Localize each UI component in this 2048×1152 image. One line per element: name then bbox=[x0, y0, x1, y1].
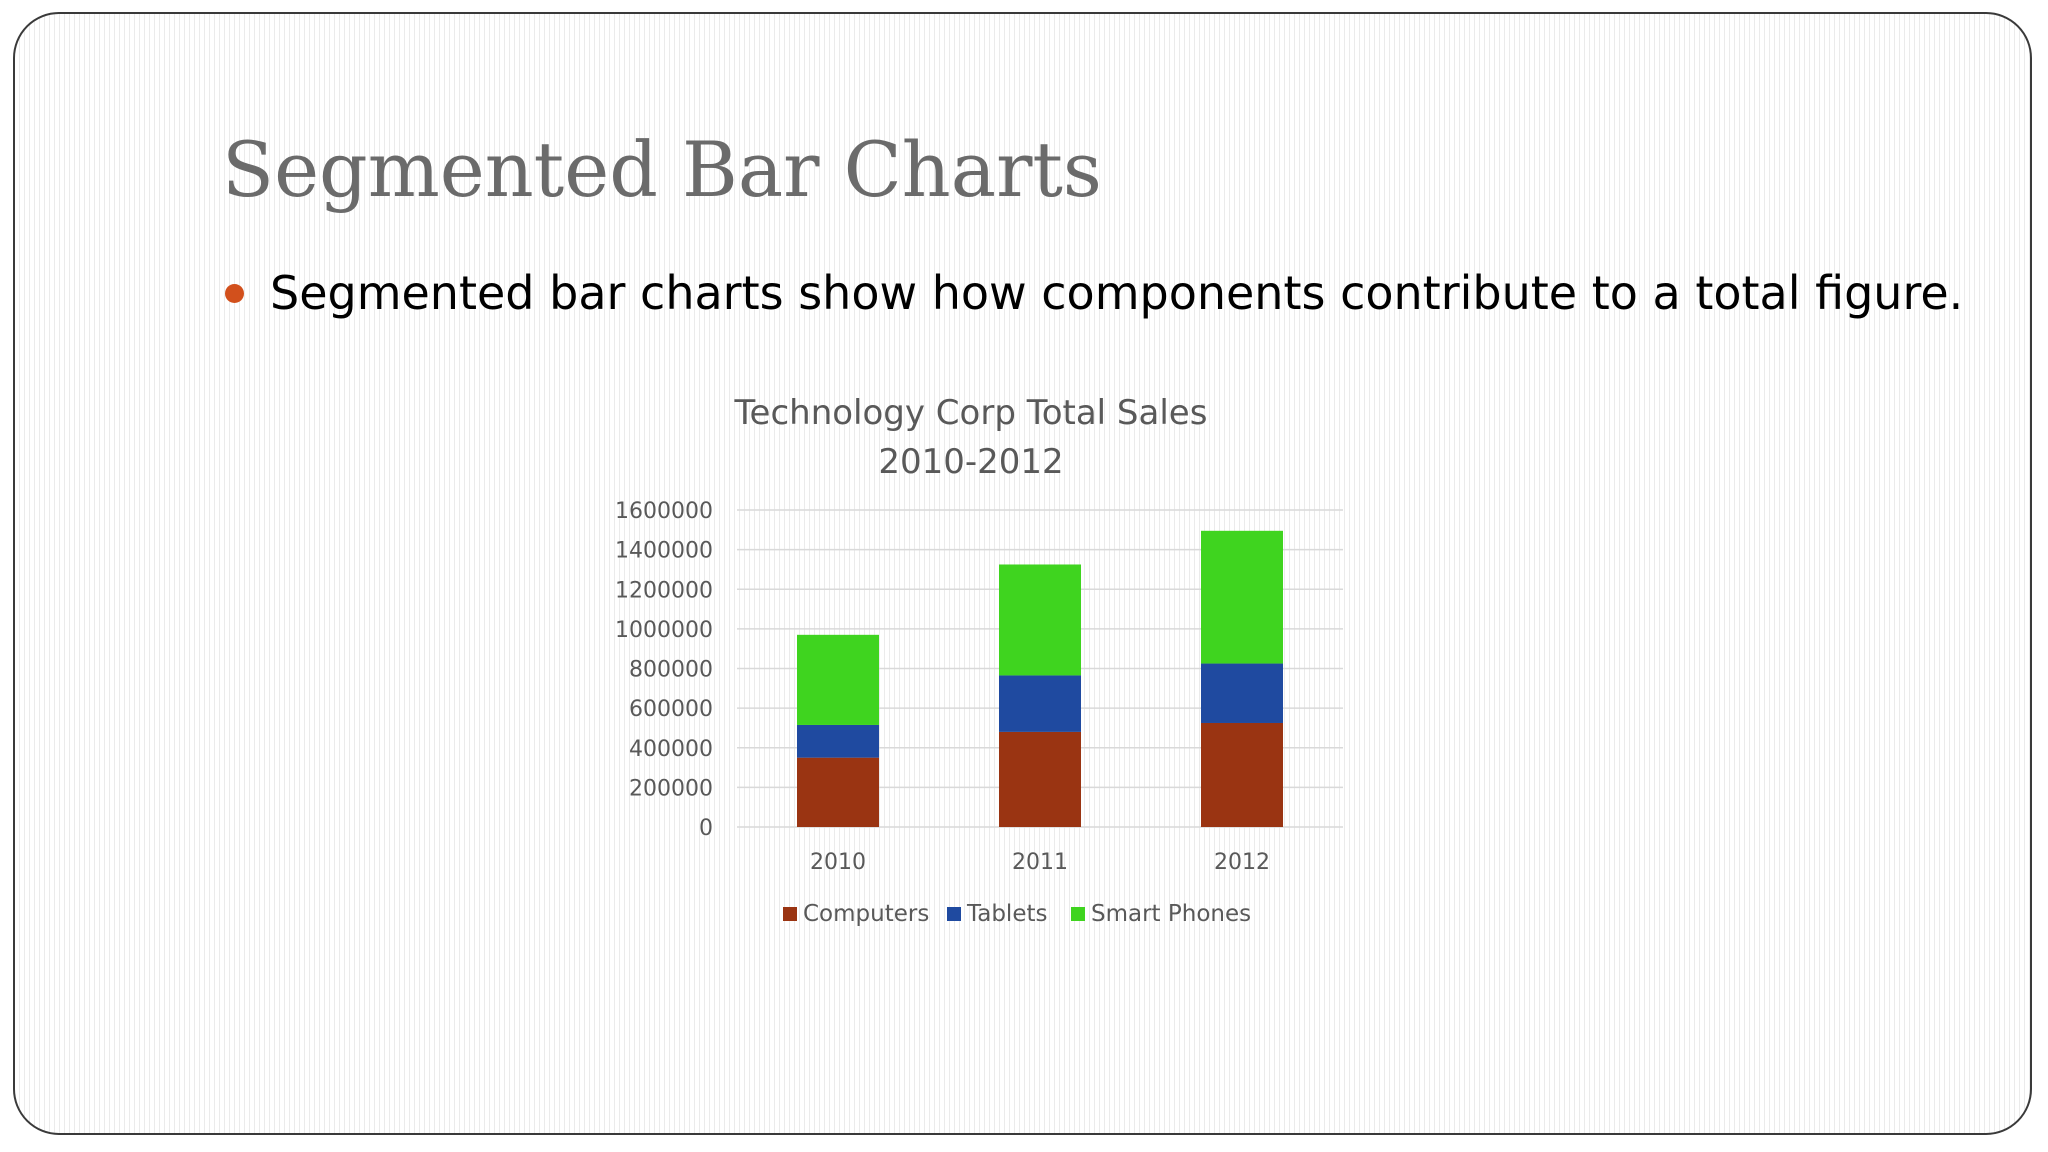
y-tick-label: 1600000 bbox=[615, 499, 713, 524]
x-tick-label: 2010 bbox=[810, 850, 866, 875]
slide: Segmented Bar Charts Segmented bar chart… bbox=[13, 12, 2032, 1135]
bullet-dot-icon bbox=[225, 283, 244, 303]
y-tick-label: 0 bbox=[699, 816, 713, 841]
y-tick-label: 1200000 bbox=[615, 578, 713, 603]
legend-swatch-smart-phones bbox=[1071, 907, 1085, 921]
bar-smart-phones-2011 bbox=[999, 564, 1081, 676]
x-tick-label: 2011 bbox=[1012, 850, 1068, 875]
bar-smart-phones-2012 bbox=[1201, 530, 1283, 664]
chart-subtitle: 2010-2012 bbox=[878, 442, 1063, 482]
bar-smart-phones-2010 bbox=[797, 634, 879, 725]
legend-label: Smart Phones bbox=[1091, 901, 1251, 927]
bullet-item: Segmented bar charts show how components… bbox=[225, 270, 1985, 316]
y-tick-label: 800000 bbox=[629, 658, 713, 683]
y-tick-label: 200000 bbox=[629, 776, 713, 801]
bar-tablets-2010 bbox=[797, 724, 879, 758]
y-tick-label: 1000000 bbox=[615, 618, 713, 643]
bar-computers-2010 bbox=[797, 757, 879, 827]
legend-label: Tablets bbox=[966, 901, 1047, 927]
x-tick-label: 2012 bbox=[1214, 850, 1270, 875]
legend-label: Computers bbox=[803, 901, 929, 927]
stacked-bar-chart: Technology Corp Total Sales 2010-2012 0 2… bbox=[615, 393, 1343, 927]
x-axis-ticks: 2010 2011 2012 bbox=[810, 850, 1270, 875]
y-tick-label: 400000 bbox=[629, 737, 713, 762]
legend-swatch-tablets bbox=[947, 907, 961, 921]
y-tick-label: 600000 bbox=[629, 697, 713, 722]
bar-tablets-2012 bbox=[1201, 663, 1283, 723]
bar-tablets-2011 bbox=[999, 675, 1081, 732]
chart-legend: Computers Tablets Smart Phones bbox=[783, 901, 1251, 927]
bullet-text: Segmented bar charts show how components… bbox=[270, 266, 1964, 320]
slide-title: Segmented Bar Charts bbox=[222, 125, 1102, 214]
bars bbox=[797, 530, 1283, 827]
legend-swatch-computers bbox=[783, 907, 797, 921]
y-axis-ticks: 0 200000 400000 600000 800000 1000000 1200000 1… bbox=[615, 499, 713, 841]
bar-computers-2011 bbox=[999, 731, 1081, 827]
bar-computers-2012 bbox=[1201, 722, 1283, 827]
y-tick-label: 1400000 bbox=[615, 539, 713, 564]
chart-title: Technology Corp Total Sales bbox=[734, 393, 1208, 433]
